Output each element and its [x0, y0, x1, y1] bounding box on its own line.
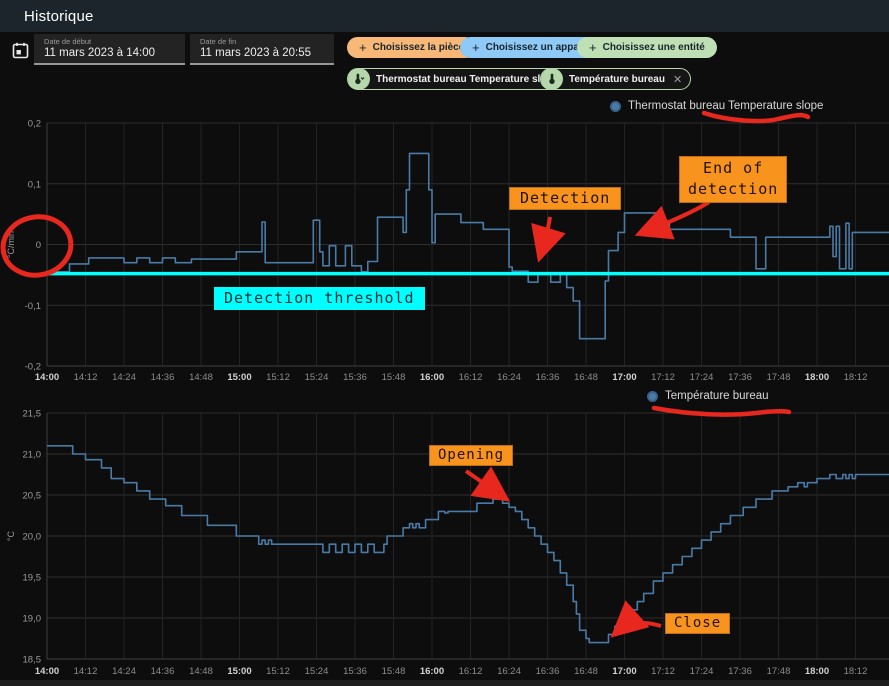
svg-text:16:24: 16:24 — [497, 372, 521, 383]
svg-text:15:36: 15:36 — [343, 666, 367, 677]
svg-text:16:00: 16:00 — [420, 666, 444, 677]
svg-text:14:00: 14:00 — [35, 372, 59, 383]
svg-text:14:00: 14:00 — [35, 666, 59, 677]
svg-text:14:12: 14:12 — [74, 666, 98, 677]
plus-icon: + — [589, 40, 597, 55]
svg-text:21,5: 21,5 — [23, 409, 42, 420]
annotation-detection-threshold: Detection threshold — [214, 287, 425, 310]
svg-text:0,1: 0,1 — [28, 179, 41, 190]
svg-text:18:00: 18:00 — [805, 666, 829, 677]
svg-text:14:24: 14:24 — [112, 666, 136, 677]
svg-text:14:12: 14:12 — [74, 372, 98, 383]
svg-text:16:12: 16:12 — [459, 666, 483, 677]
svg-text:15:24: 15:24 — [305, 666, 329, 677]
legend-dot — [647, 390, 658, 402]
svg-text:16:24: 16:24 — [497, 666, 521, 677]
svg-text:-0,2: -0,2 — [25, 362, 41, 373]
svg-text:°C: °C — [6, 530, 16, 541]
calendar-icon[interactable] — [8, 38, 32, 62]
choose-entity-label: Choisissez une entité — [602, 42, 705, 53]
svg-text:16:48: 16:48 — [574, 372, 598, 383]
svg-text:0: 0 — [36, 240, 41, 251]
svg-text:16:00: 16:00 — [420, 372, 444, 383]
svg-text:15:00: 15:00 — [227, 372, 251, 383]
svg-text:0,2: 0,2 — [28, 119, 41, 130]
svg-text:17:12: 17:12 — [651, 372, 675, 383]
bottom-strip — [0, 680, 889, 686]
svg-text:14:48: 14:48 — [189, 666, 213, 677]
date-end-label: Date de fin — [200, 37, 237, 46]
svg-text:14:36: 14:36 — [151, 372, 175, 383]
svg-text:18,5: 18,5 — [23, 655, 42, 666]
svg-text:17:00: 17:00 — [612, 372, 636, 383]
svg-text:15:12: 15:12 — [266, 372, 290, 383]
svg-text:16:12: 16:12 — [459, 372, 483, 383]
svg-text:17:48: 17:48 — [767, 666, 791, 677]
app-header: Historique — [0, 0, 889, 32]
svg-text:17:00: 17:00 — [612, 666, 636, 677]
entity-chip-temperature-slope[interactable]: Thermostat bureau Temperature slope ✕ — [347, 68, 585, 90]
svg-text:°C/min: °C/min — [6, 231, 16, 258]
svg-text:15:00: 15:00 — [227, 666, 251, 677]
choose-device-button[interactable]: + Choisissez un appareil — [460, 37, 606, 58]
date-start-field[interactable]: Date de début 11 mars 2023 à 14:00 — [34, 34, 185, 65]
svg-text:16:36: 16:36 — [536, 666, 560, 677]
svg-text:16:48: 16:48 — [574, 666, 598, 677]
svg-text:16:36: 16:36 — [536, 372, 560, 383]
legend-label: Thermostat bureau Temperature slope — [628, 100, 824, 112]
thermometer-icon — [348, 68, 370, 90]
svg-text:-0,1: -0,1 — [25, 301, 41, 312]
close-icon[interactable]: ✕ — [672, 73, 683, 86]
entity-chip-temperature-bureau[interactable]: Température bureau ✕ — [540, 68, 692, 90]
svg-text:15:36: 15:36 — [343, 372, 367, 383]
date-start-label: Date de début — [44, 37, 92, 46]
svg-text:15:12: 15:12 — [266, 666, 290, 677]
page-title: Historique — [24, 7, 94, 25]
legend-label: Température bureau — [665, 390, 769, 402]
legend-dot — [610, 100, 621, 112]
svg-text:17:24: 17:24 — [690, 666, 714, 677]
svg-text:15:24: 15:24 — [305, 372, 329, 383]
svg-text:21,0: 21,0 — [23, 450, 42, 461]
legend-temperature-bureau[interactable]: Température bureau — [647, 390, 769, 402]
svg-text:17:36: 17:36 — [728, 372, 752, 383]
annotation-end-of-detection: End of detection — [679, 156, 788, 203]
date-end-value: 11 mars 2023 à 20:55 — [200, 47, 312, 59]
svg-text:15:48: 15:48 — [382, 372, 406, 383]
svg-text:15:48: 15:48 — [382, 666, 406, 677]
date-start-value: 11 mars 2023 à 14:00 — [44, 47, 156, 59]
annotation-opening: Opening — [429, 445, 514, 466]
plus-icon: + — [472, 40, 480, 55]
svg-text:17:48: 17:48 — [767, 372, 791, 383]
svg-text:17:36: 17:36 — [728, 666, 752, 677]
svg-text:18:12: 18:12 — [844, 666, 868, 677]
chart-temperature-slope[interactable]: 0,2 0,1 0 -0,1 -0,214:00 14:12 14:24 14:36 14:48… — [0, 95, 889, 395]
svg-text:18:12: 18:12 — [844, 372, 868, 383]
svg-text:19,5: 19,5 — [23, 573, 42, 584]
svg-text:20,0: 20,0 — [23, 532, 42, 543]
svg-text:17:24: 17:24 — [690, 372, 714, 383]
legend-temperature-slope[interactable]: Thermostat bureau Temperature slope — [610, 100, 823, 112]
choose-area-label: Choisissez la pièce — [372, 42, 465, 53]
annotation-close: Close — [665, 613, 731, 634]
thermometer-icon — [541, 68, 563, 90]
svg-text:14:24: 14:24 — [112, 372, 136, 383]
plus-icon: + — [359, 40, 367, 55]
svg-text:19,0: 19,0 — [23, 614, 42, 625]
annotation-detection: Detection — [509, 187, 622, 210]
svg-text:14:36: 14:36 — [151, 666, 175, 677]
choose-area-button[interactable]: + Choisissez la pièce — [347, 37, 477, 58]
choose-entity-button[interactable]: + Choisissez une entité — [577, 37, 717, 58]
entity-chip-label: Température bureau — [569, 73, 665, 85]
date-end-field[interactable]: Date de fin 11 mars 2023 à 20:55 — [190, 34, 334, 65]
svg-text:14:48: 14:48 — [189, 372, 213, 383]
svg-text:20,5: 20,5 — [23, 491, 42, 502]
chart-temperature-bureau[interactable]: 21,5 21,0 20,5 20,0 19,5 19,0 18,514:00 14:12 14… — [0, 385, 889, 686]
svg-text:18:00: 18:00 — [805, 372, 829, 383]
choose-device-label: Choisissez un appareil — [485, 42, 594, 53]
svg-text:17:12: 17:12 — [651, 666, 675, 677]
entity-chip-label: Thermostat bureau Temperature slope — [376, 73, 559, 85]
